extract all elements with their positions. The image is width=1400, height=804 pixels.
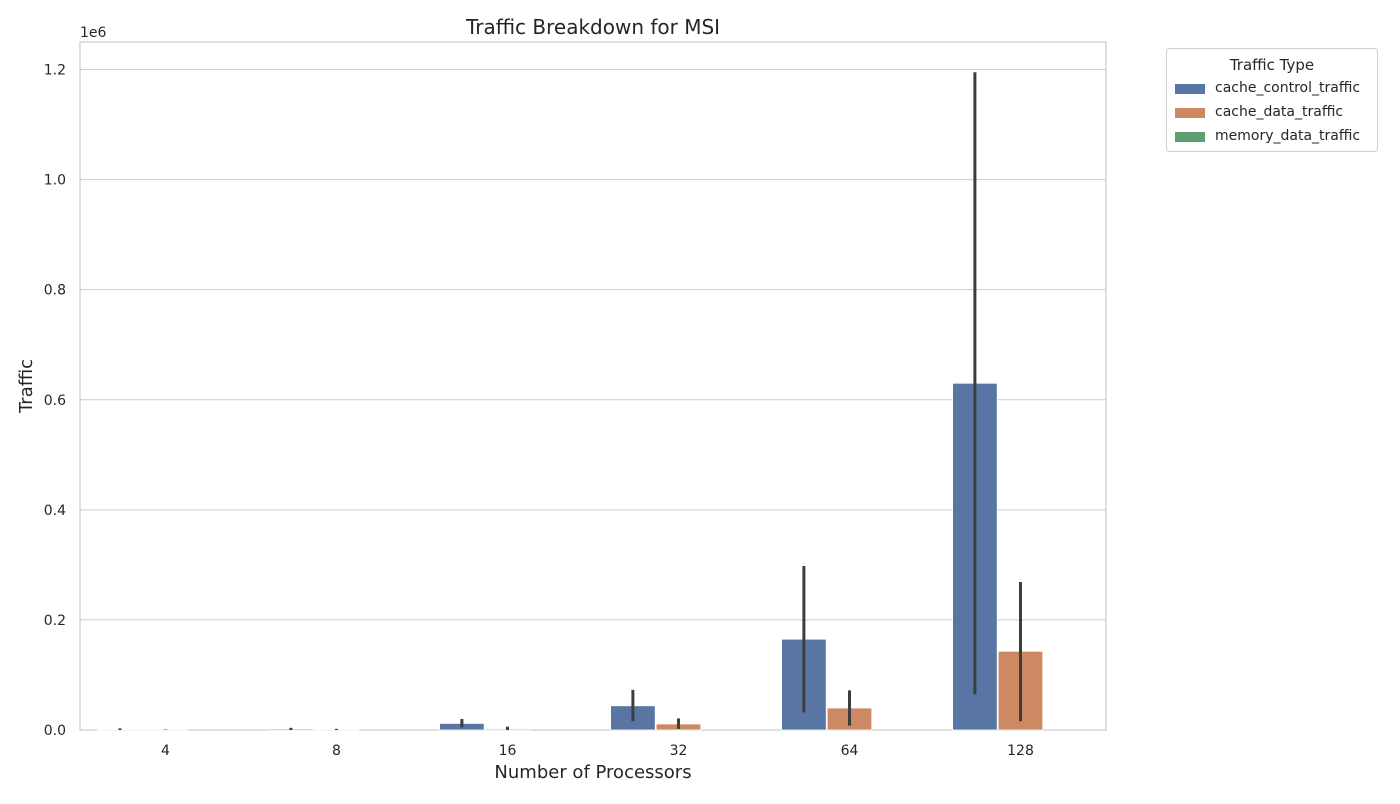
legend-label-cache-data: cache_data_traffic [1215, 104, 1343, 120]
x-tick-label: 4 [161, 743, 170, 759]
legend-swatch-cache-control [1175, 84, 1205, 94]
y-tick-label: 0.0 [44, 723, 66, 739]
bars [98, 383, 1043, 730]
x-ticks: 4 8 16 32 64 128 [161, 743, 1034, 759]
legend-swatch-memory-data [1175, 132, 1205, 142]
x-tick-label: 16 [499, 743, 517, 759]
y-scale-label: 1e6 [80, 25, 107, 41]
y-tick-label: 0.2 [44, 613, 66, 629]
legend-label-memory-data: memory_data_traffic [1215, 128, 1360, 144]
grid-lines [80, 70, 1106, 730]
chart-title: Traffic Breakdown for MSI [465, 15, 720, 39]
legend: Traffic Type cache_control_traffic cache… [1166, 48, 1378, 152]
error-bars [120, 72, 1021, 730]
x-axis-label: Number of Processors [494, 762, 691, 783]
legend-swatch-cache-data [1175, 108, 1205, 118]
y-ticks: 0.0 0.2 0.4 0.6 0.8 1.0 1.2 [44, 63, 66, 739]
y-tick-label: 0.4 [44, 503, 66, 519]
legend-title: Traffic Type [1167, 56, 1377, 74]
y-axis-label: Traffic [16, 359, 37, 414]
y-tick-label: 1.0 [44, 173, 66, 189]
y-tick-label: 0.8 [44, 283, 66, 299]
plot-frame [80, 42, 1106, 730]
x-tick-label: 128 [1007, 743, 1034, 759]
x-tick-label: 8 [332, 743, 341, 759]
x-tick-label: 64 [841, 743, 859, 759]
y-tick-label: 1.2 [44, 63, 66, 79]
legend-label-cache-control: cache_control_traffic [1215, 80, 1360, 96]
y-tick-label: 0.6 [44, 393, 66, 409]
x-tick-label: 32 [670, 743, 688, 759]
